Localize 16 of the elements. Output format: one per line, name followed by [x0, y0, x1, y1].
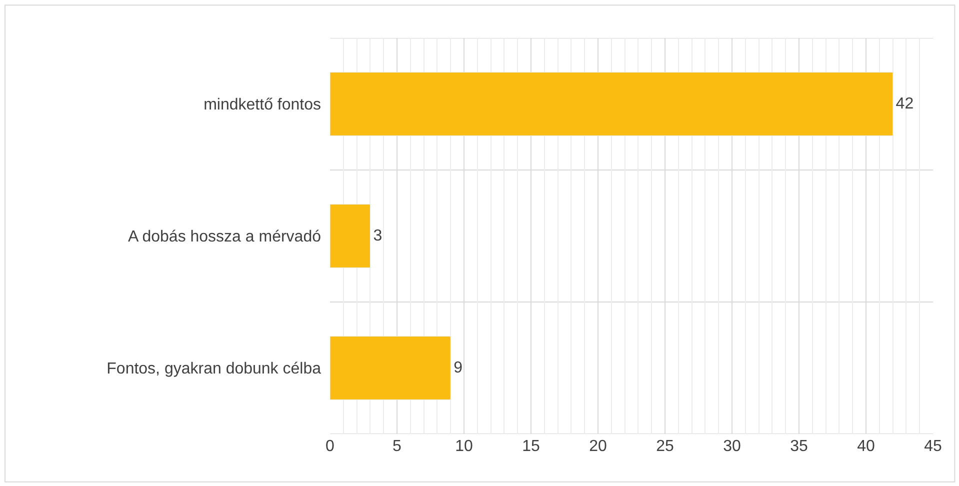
x-tick-label: 25 [656, 438, 674, 455]
x-tick-label: 20 [589, 438, 607, 455]
x-tick-label: 10 [455, 438, 473, 455]
y-tick-label: mindkettő fontos [204, 96, 321, 114]
x-tick-label: 40 [857, 438, 875, 455]
data-label: 3 [373, 228, 382, 244]
x-tick-label: 5 [392, 438, 402, 455]
x-tick-label: 45 [924, 438, 942, 455]
data-label: 9 [454, 360, 463, 376]
y-tick-label: A dobás hossza a mérvadó [128, 228, 322, 246]
data-label: 42 [896, 96, 914, 112]
x-tick-label: 35 [790, 438, 808, 455]
x-tick-label: 0 [326, 438, 335, 455]
x-tick-label: 30 [723, 438, 741, 455]
y-tick-label: Fontos, gyakran dobunk célba [106, 360, 322, 378]
x-tick-label: 15 [522, 438, 540, 455]
